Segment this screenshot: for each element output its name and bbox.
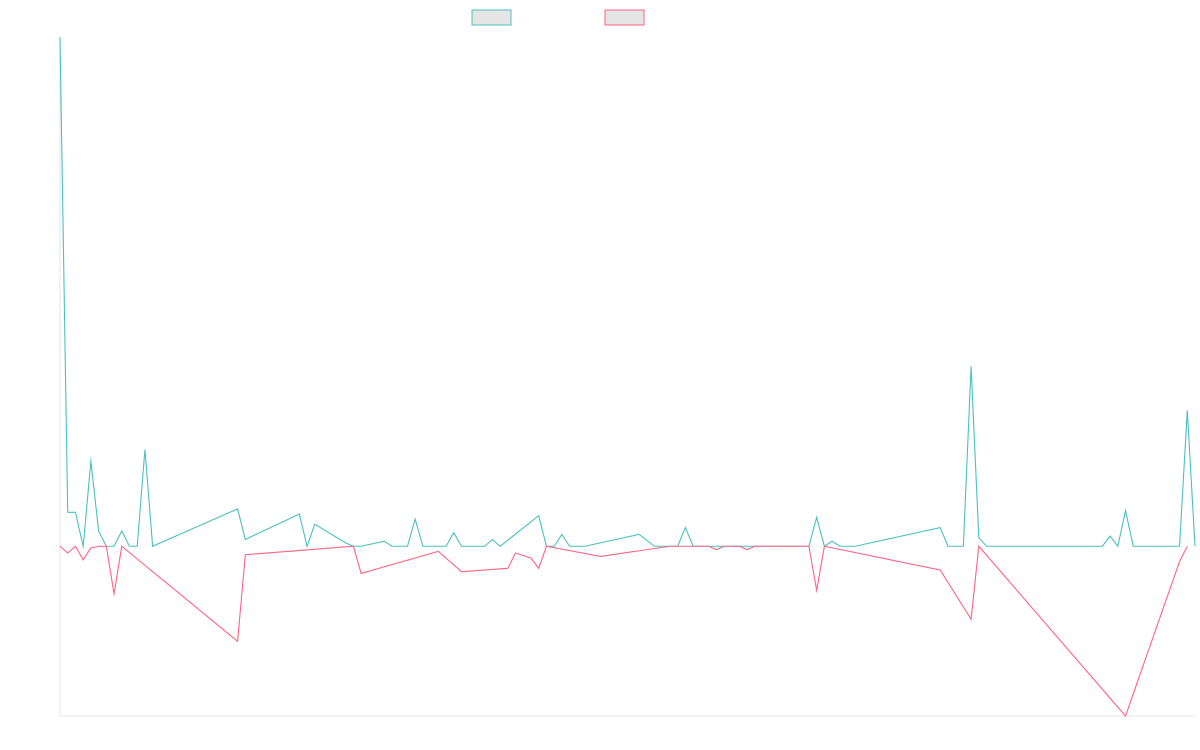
legend-swatch-1 xyxy=(471,9,512,26)
series-line-1 xyxy=(59,36,1196,550)
series-line-2 xyxy=(59,544,1188,718)
legend-swatch-2 xyxy=(604,9,645,26)
